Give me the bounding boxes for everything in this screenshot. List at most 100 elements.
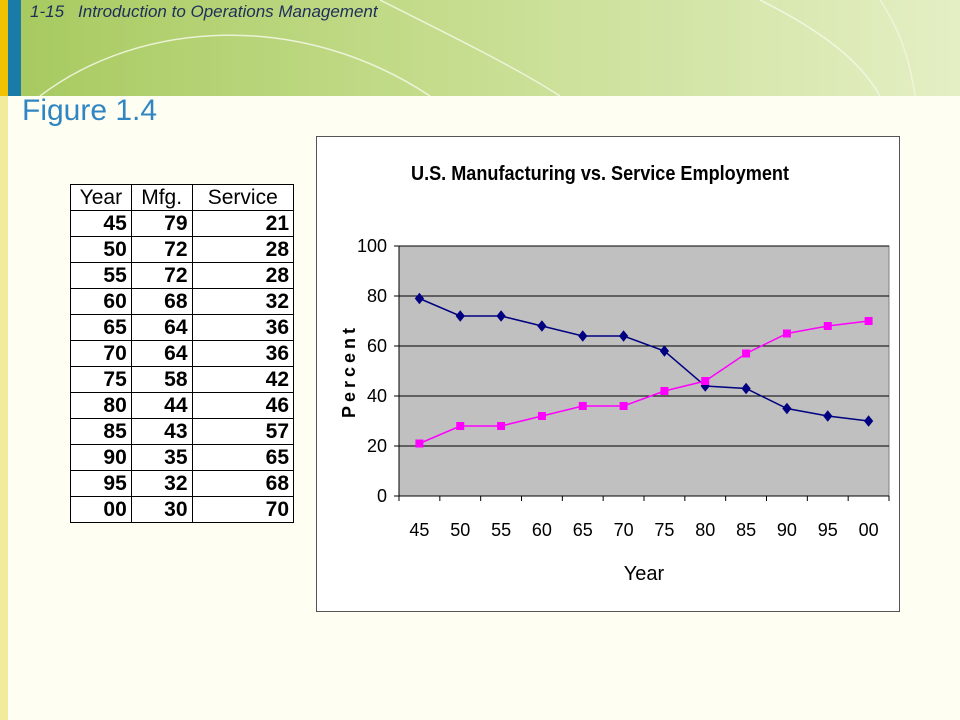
chart-container: U.S. Manufacturing vs. Service Employmen… [316, 136, 900, 612]
cell-mfg: 35 [130, 444, 193, 471]
figure-title: Figure 1.4 [22, 94, 158, 127]
x-tick-label: 80 [695, 520, 715, 540]
cell-mfg: 72 [130, 236, 193, 263]
data-point-square [456, 422, 465, 430]
plot-area [398, 245, 890, 497]
data-point-square [742, 349, 751, 358]
series-line [419, 297, 869, 422]
cell-mfg: 44 [130, 392, 193, 419]
course-title: Introduction to Operations Management [78, 2, 378, 21]
data-point-square [415, 439, 424, 448]
table-row: 60 68 32 [70, 288, 294, 315]
cell-mfg: 68 [130, 288, 193, 315]
slide-header: 1-15 Introduction to Operations Managemen… [30, 2, 378, 22]
x-tick-label: 75 [654, 520, 674, 540]
series-line [419, 320, 869, 445]
table-row: 45 79 21 [70, 210, 294, 237]
data-point-diamond [537, 320, 547, 332]
data-point-square [619, 402, 628, 410]
y-tick-label: 60 [367, 336, 387, 356]
cell-service: 68 [191, 470, 294, 497]
y-axis-label: Percent [339, 324, 359, 418]
table-row: 85 43 57 [70, 418, 294, 445]
cell-year: 80 [70, 392, 132, 419]
data-point-square [660, 387, 669, 395]
x-tick-label: 55 [491, 520, 511, 540]
data-point-diamond [863, 415, 874, 427]
column-header-mfg: Mfg. [130, 184, 193, 211]
cell-service: 36 [191, 314, 294, 341]
y-tick-label: 0 [377, 486, 387, 506]
table-row: 75 58 42 [70, 366, 294, 393]
cell-service: 36 [191, 340, 294, 367]
gridlines [399, 245, 889, 447]
table-row: 90 35 65 [70, 444, 294, 471]
y-tick-label: 80 [367, 286, 387, 306]
data-point-square [578, 402, 587, 410]
cell-service: 28 [191, 262, 294, 289]
data-point-diamond [496, 310, 506, 322]
data-point-diamond [455, 310, 465, 322]
cell-year: 95 [70, 470, 132, 497]
cell-year: 00 [70, 496, 132, 523]
table-header-row: Year Mfg. Service [70, 184, 294, 211]
data-point-square [823, 322, 832, 330]
data-point-diamond [782, 402, 792, 415]
table-row: 00 30 70 [70, 496, 294, 523]
cell-service: 21 [191, 210, 294, 237]
data-point-square [701, 377, 710, 385]
data-point-square [864, 317, 873, 325]
x-axis-ticks: 45 50 55 60 65 70 75 80 85 90 95 00 [398, 496, 890, 540]
cell-year: 70 [70, 340, 132, 367]
x-tick-label: 90 [777, 520, 797, 540]
table-row: 50 72 28 [70, 236, 294, 263]
y-tick-label: 20 [367, 436, 387, 456]
data-point-diamond [741, 382, 751, 395]
data-point-diamond [823, 410, 833, 422]
data-point-square [537, 412, 546, 420]
series-layer [414, 292, 874, 448]
cell-service: 32 [191, 288, 294, 315]
cell-mfg: 64 [130, 314, 193, 341]
data-point-square [497, 422, 506, 430]
series-1 [415, 317, 873, 448]
cell-year: 90 [70, 444, 132, 471]
x-tick-label: 70 [614, 520, 634, 540]
x-tick-label: 45 [409, 520, 429, 540]
x-tick-label: 95 [818, 520, 838, 540]
header-banner [0, 0, 960, 96]
table-row: 95 32 68 [70, 470, 294, 497]
cell-service: 46 [191, 392, 294, 419]
line-chart: U.S. Manufacturing vs. Service Employmen… [339, 163, 890, 585]
slide-number: 1-15 [30, 2, 65, 21]
cell-mfg: 79 [130, 210, 193, 237]
table-row: 55 72 28 [70, 262, 294, 289]
data-table: Year Mfg. Service 45 79 21 50 72 28 55 72 28 6… [70, 184, 294, 523]
data-point-square [782, 329, 791, 338]
cell-service: 28 [191, 236, 294, 263]
cell-service: 70 [191, 496, 294, 523]
cell-mfg: 64 [130, 340, 193, 367]
cell-year: 50 [70, 236, 132, 263]
x-tick-label: 50 [450, 520, 470, 540]
y-axis-ticks: 0 20 40 60 80 100 [357, 236, 399, 506]
cell-year: 45 [70, 210, 132, 237]
cell-year: 65 [70, 314, 132, 341]
x-tick-label: 60 [532, 520, 552, 540]
column-header-year: Year [70, 184, 132, 211]
x-tick-label: 00 [859, 520, 879, 540]
y-tick-label: 40 [367, 386, 387, 406]
column-header-service: Service [191, 184, 294, 211]
data-point-diamond [578, 330, 588, 342]
cell-mfg: 43 [130, 418, 193, 445]
cell-year: 60 [70, 288, 132, 315]
cell-mfg: 30 [130, 496, 193, 523]
series-0 [414, 292, 874, 427]
data-point-diamond [414, 292, 425, 305]
cell-mfg: 58 [130, 366, 193, 393]
data-point-diamond [659, 345, 670, 357]
cell-service: 65 [191, 444, 294, 471]
chart-title: U.S. Manufacturing vs. Service Employmen… [411, 163, 789, 185]
sidebar-stripe [0, 96, 8, 720]
cell-mfg: 32 [130, 470, 193, 497]
